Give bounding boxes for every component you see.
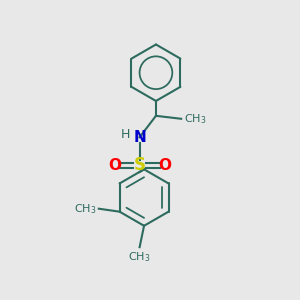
- Text: S: S: [134, 157, 146, 175]
- Text: CH$_3$: CH$_3$: [184, 112, 206, 126]
- Text: O: O: [158, 158, 171, 173]
- Text: CH$_3$: CH$_3$: [128, 250, 151, 264]
- Text: H: H: [121, 128, 130, 141]
- Text: CH$_3$: CH$_3$: [74, 202, 96, 216]
- Text: N: N: [133, 130, 146, 145]
- Text: O: O: [108, 158, 121, 173]
